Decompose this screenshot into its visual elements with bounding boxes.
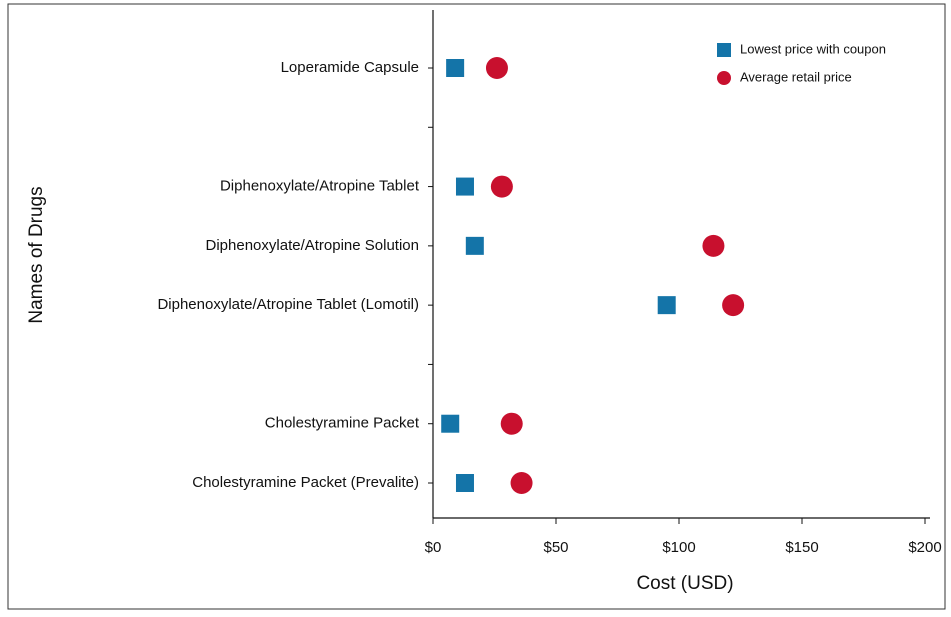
- point: [446, 59, 465, 77]
- point: [500, 412, 523, 435]
- point: [490, 175, 513, 198]
- y-tick-label: Cholestyramine Packet: [265, 415, 420, 432]
- point: [722, 294, 745, 317]
- point: [441, 414, 460, 433]
- y-tick-label: Diphenoxylate/Atropine Solution: [206, 237, 419, 254]
- y-axis-title: Names of Drugs: [26, 186, 47, 323]
- legend-text: Lowest price with coupon: [740, 41, 886, 56]
- point: [455, 474, 474, 492]
- x-tick-label: $100: [662, 539, 695, 556]
- point: [657, 296, 676, 315]
- legend-text: Average retail price: [740, 69, 852, 84]
- y-tick-label: Diphenoxylate/Atropine Tablet (Lomotil): [157, 296, 419, 313]
- point: [455, 177, 474, 196]
- y-tick-label: Diphenoxylate/Atropine Tablet: [220, 178, 420, 195]
- point: [485, 57, 508, 79]
- point: [465, 236, 484, 255]
- x-tick-label: $150: [785, 539, 818, 556]
- point: [510, 472, 533, 494]
- y-tick-label: Cholestyramine Packet (Prevalite): [192, 474, 419, 491]
- x-axis-title: Cost (USD): [636, 573, 733, 594]
- legend-swatch: [717, 43, 731, 57]
- legend-swatch: [717, 71, 731, 85]
- x-tick-label: $50: [543, 539, 568, 556]
- point: [702, 234, 725, 257]
- x-tick-label: $0: [425, 539, 442, 556]
- frame: [7, 3, 946, 610]
- x-tick-label: $200: [908, 539, 941, 556]
- y-tick-label: Loperamide Capsule: [281, 59, 419, 76]
